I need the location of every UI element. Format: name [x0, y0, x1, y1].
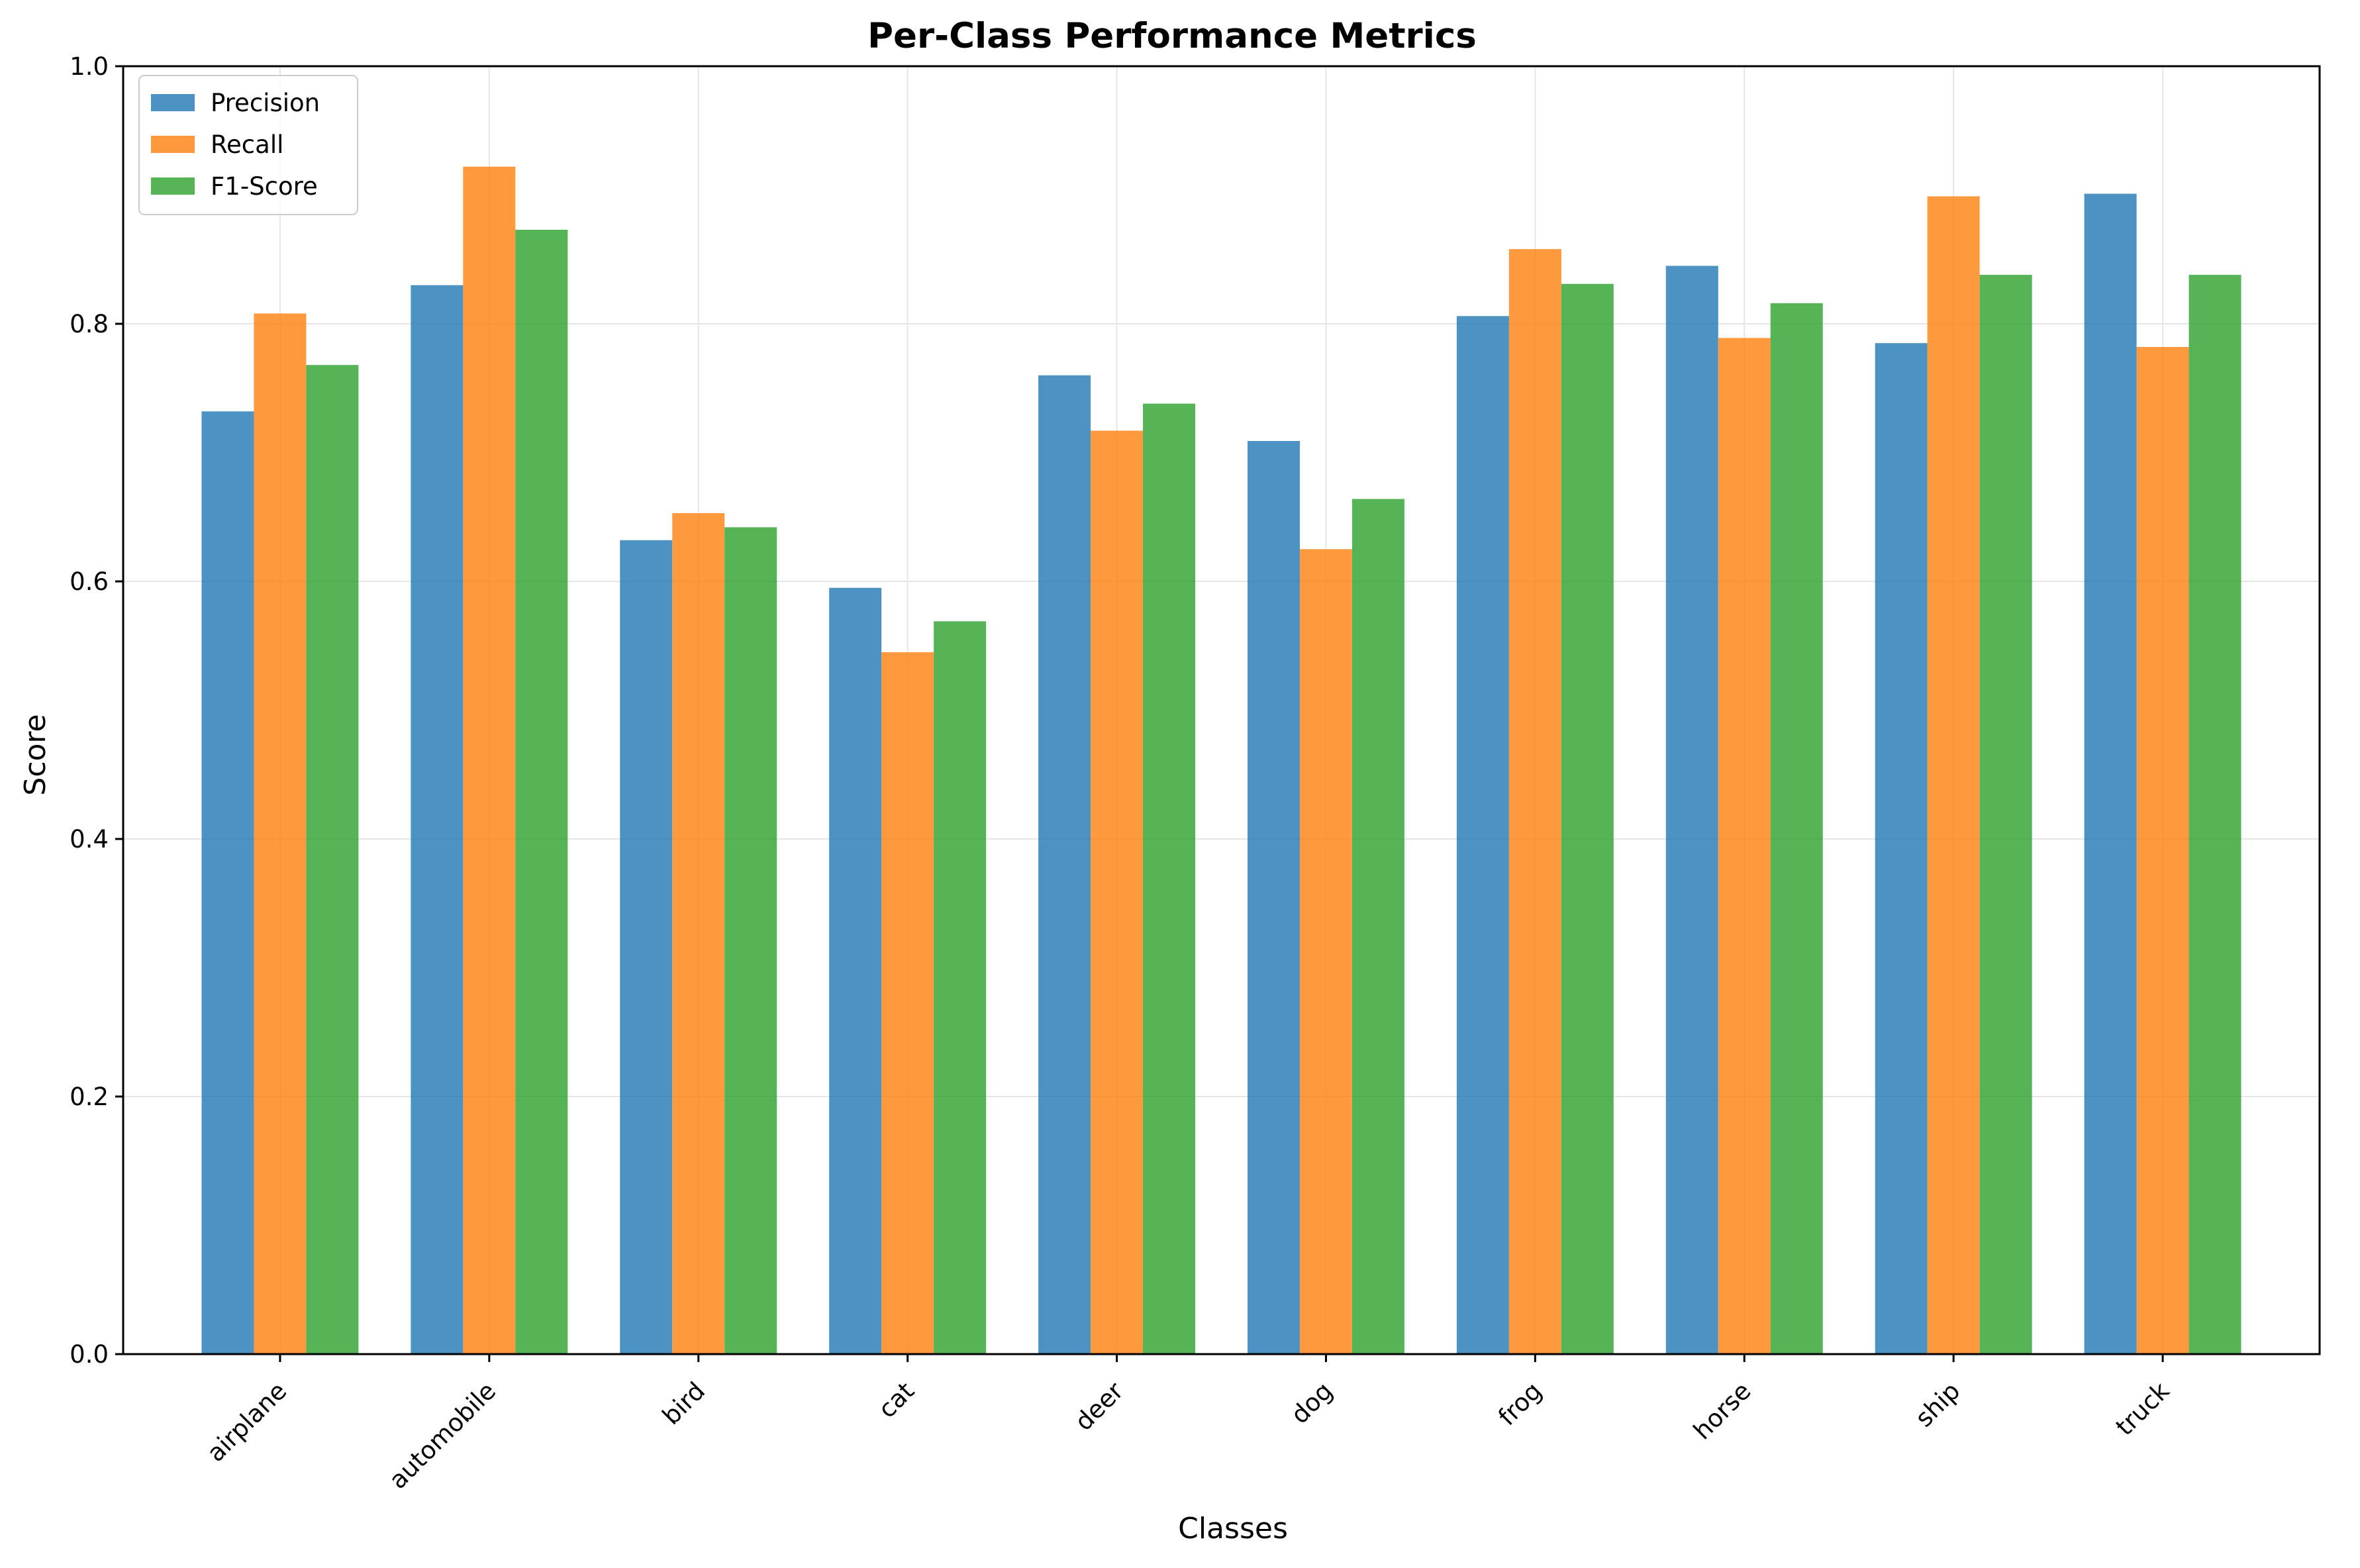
bar-recall-frog: [1508, 249, 1561, 1355]
bar-recall-airplane: [254, 313, 307, 1355]
bar-recall-dog: [1299, 549, 1352, 1354]
bar-f1-score-horse: [1770, 303, 1823, 1354]
bar-precision-automobile: [411, 285, 464, 1354]
legend: Precision Recall F1-Score: [138, 75, 358, 215]
y-tick-label: 0.8: [70, 310, 109, 338]
bar-f1-score-deer: [1143, 403, 1196, 1354]
legend-label: Recall: [211, 130, 283, 159]
bar-f1-score-automobile: [515, 230, 568, 1354]
legend-label: F1-Score: [211, 172, 318, 201]
bar-f1-score-airplane: [306, 365, 359, 1354]
bar-recall-deer: [1091, 430, 1144, 1354]
y-tick-label: 0.2: [70, 1083, 109, 1111]
bar-recall-bird: [672, 513, 725, 1354]
bar-f1-score-cat: [934, 621, 987, 1355]
bar-f1-score-frog: [1561, 283, 1614, 1355]
bar-f1-score-dog: [1352, 499, 1404, 1354]
y-tick-label: 0.0: [70, 1340, 109, 1369]
bar-precision-ship: [1875, 343, 1928, 1354]
y-tick-label: 0.4: [70, 825, 109, 854]
bar-precision-frog: [1456, 316, 1509, 1355]
chart-title: Per-Class Performance Metrics: [867, 16, 1477, 56]
bar-f1-score-bird: [724, 527, 777, 1354]
y-tick-label: 0.6: [70, 567, 109, 596]
legend-swatch: [151, 94, 195, 111]
y-tick-label: 1.0: [70, 52, 109, 81]
legend-label: Precision: [211, 89, 320, 117]
bar-recall-cat: [881, 652, 934, 1354]
bar-precision-truck: [2084, 193, 2137, 1355]
bar-precision-airplane: [201, 411, 254, 1354]
legend-swatch: [151, 177, 195, 195]
y-axis-label: Score: [19, 714, 52, 795]
bar-recall-truck: [2136, 347, 2189, 1354]
bar-recall-automobile: [463, 166, 516, 1355]
bars: [201, 166, 2241, 1355]
bar-precision-cat: [829, 587, 882, 1354]
bar-recall-ship: [1927, 196, 1980, 1354]
bar-recall-horse: [1718, 338, 1771, 1354]
bar-f1-score-truck: [2188, 275, 2241, 1355]
legend-swatch: [151, 136, 195, 153]
bar-precision-horse: [1665, 266, 1718, 1355]
x-axis-label: Classes: [1178, 1512, 1288, 1545]
bar-precision-dog: [1247, 440, 1300, 1354]
bar-f1-score-ship: [1979, 275, 2032, 1355]
bar-precision-bird: [620, 540, 673, 1354]
bar-precision-deer: [1038, 375, 1091, 1354]
y-axis-ticks: 0.0 0.2 0.4 0.6 0.8 1.0: [70, 52, 123, 1369]
plot-frame: [122, 65, 2321, 1355]
